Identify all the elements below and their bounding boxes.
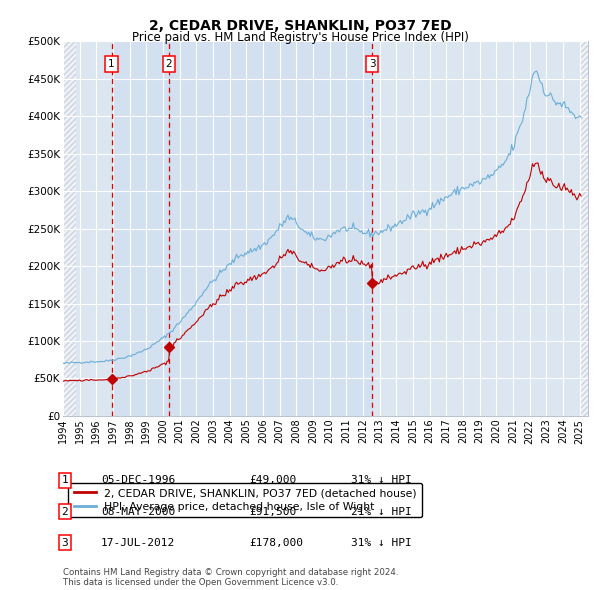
Text: 21% ↓ HPI: 21% ↓ HPI: [351, 507, 412, 516]
Text: Contains HM Land Registry data © Crown copyright and database right 2024.
This d: Contains HM Land Registry data © Crown c…: [63, 568, 398, 587]
Legend: 2, CEDAR DRIVE, SHANKLIN, PO37 7ED (detached house), HPI: Average price, detache: 2, CEDAR DRIVE, SHANKLIN, PO37 7ED (deta…: [68, 483, 422, 517]
Text: 2: 2: [61, 507, 68, 516]
Text: 31% ↓ HPI: 31% ↓ HPI: [351, 476, 412, 485]
Text: 05-DEC-1996: 05-DEC-1996: [101, 476, 175, 485]
Text: 31% ↓ HPI: 31% ↓ HPI: [351, 538, 412, 548]
Bar: [112, 41, 169, 416]
Bar: [169, 41, 372, 416]
Text: 2: 2: [166, 59, 172, 69]
Text: 3: 3: [369, 59, 376, 69]
Text: Price paid vs. HM Land Registry's House Price Index (HPI): Price paid vs. HM Land Registry's House …: [131, 31, 469, 44]
Text: 3: 3: [61, 538, 68, 548]
Text: 17-JUL-2012: 17-JUL-2012: [101, 538, 175, 548]
Text: £91,500: £91,500: [249, 507, 296, 516]
Text: 1: 1: [61, 476, 68, 485]
Text: £178,000: £178,000: [249, 538, 303, 548]
Text: £49,000: £49,000: [249, 476, 296, 485]
Text: 08-MAY-2000: 08-MAY-2000: [101, 507, 175, 516]
Text: 2, CEDAR DRIVE, SHANKLIN, PO37 7ED: 2, CEDAR DRIVE, SHANKLIN, PO37 7ED: [149, 19, 451, 33]
Text: 1: 1: [108, 59, 115, 69]
